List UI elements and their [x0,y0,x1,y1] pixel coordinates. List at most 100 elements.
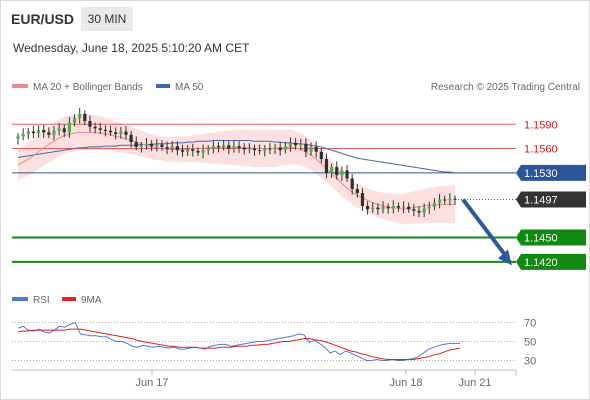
candle-body [186,149,190,152]
candle-body [252,148,257,151]
level-label-1.1450: 1.1450 [524,233,558,245]
symbol-label: EUR/USD [11,11,75,27]
rsi-tick-70: 70 [524,318,536,330]
candle-body [453,198,457,200]
level-label-1.1590: 1.1590 [524,119,558,131]
x-label-Jun-21: Jun 21 [458,377,491,389]
candle-body [155,144,159,147]
ma20-legend-swatch [12,84,28,88]
rsi-ma-line [17,328,461,361]
candle-body [396,205,401,208]
level-label-1.1560: 1.1560 [524,144,558,156]
level-tag-1.1450 [516,229,586,246]
ma20-line [17,131,455,210]
candle-body [67,122,72,133]
candle-body [448,198,452,201]
candle-body [170,146,174,149]
candle-body [222,145,226,147]
price-panel: 1.1590 1.1560 1.1530 1.1497 1.1450 1.1420 [12,108,586,270]
candle-body [242,147,246,150]
candle-body [437,199,442,203]
forecast-arrow-head [498,249,512,266]
candle-body [319,151,323,160]
forecast-arrow-shaft [461,198,509,259]
level-tag-1.1420 [516,253,586,270]
bollinger-band [18,114,455,225]
candle-body [355,189,359,194]
candle-body [114,132,118,134]
candle-body [62,128,66,133]
rsi-legend-swatch [12,297,28,301]
candle-body [386,206,390,209]
x-label-Jun-18: Jun 18 [389,377,422,389]
candle-body [232,146,236,149]
candle-body [324,159,329,173]
candle-body [258,150,262,152]
candle-body [119,131,123,134]
candle-body [57,128,61,131]
timestamp: Wednesday, June 18, 2025 5:10:20 AM CET [13,41,250,55]
ma9-legend-label: 9MA [81,295,102,306]
candle-body [201,150,205,153]
candle-body [278,147,282,151]
candle-body [36,129,41,134]
candle-body [31,131,36,134]
candle-body [196,150,200,153]
candle-body [144,143,149,146]
candle-body [216,146,221,148]
candle-body [191,149,195,151]
candle-body [150,143,154,147]
candle-body [47,132,51,135]
level-label-1.1420: 1.1420 [524,257,558,269]
candle-body [237,146,241,148]
x-label-Jun-17: Jun 17 [135,377,168,389]
candle-body [165,146,169,149]
candle-body [443,199,447,201]
candle-body [273,147,277,150]
candle-body [345,170,349,179]
candle-body [283,146,287,151]
timeframe-button[interactable]: 30 MIN [81,7,133,31]
candle-body [211,146,215,149]
candle-body [417,210,421,213]
x-axis-labels: Jun 17 Jun 18 Jun 21 [135,370,492,389]
candle-body [227,145,231,149]
candle-body [42,129,46,133]
candle-body [98,128,102,130]
candle-body [21,133,25,137]
candle-body [206,148,210,151]
candle-body [83,113,87,122]
level-label-1.1530: 1.1530 [524,168,558,180]
ma50-legend-swatch [156,84,170,88]
rsi-tick-30: 30 [524,356,536,368]
candle-body [366,205,370,210]
rsi-panel: 70 50 30 [12,318,536,368]
level-tag-1.1497 [516,191,586,208]
candle-body [139,145,143,147]
candle-body [391,205,395,209]
candle-body [268,148,272,150]
candle-body [129,134,133,143]
candle-body [124,131,128,135]
candle-body [304,143,308,152]
candle-body [350,178,354,189]
candle-body [288,142,293,147]
candle-body [371,207,375,210]
candle-body [78,113,82,118]
candle-body [103,129,107,131]
ma50-legend-label: MA 50 [175,82,204,93]
candle-body [422,208,426,213]
candle-body [108,130,113,133]
candle-body [407,206,411,210]
candle-body [412,209,416,211]
candle-body [330,167,334,173]
rsi-line [17,321,460,361]
candle-body [52,130,56,135]
candle-body [376,207,380,210]
candle-body [381,206,385,210]
candle-body [175,146,179,151]
candle-body [360,193,365,206]
candle-body [134,142,138,147]
ma9-legend-swatch [62,297,76,301]
